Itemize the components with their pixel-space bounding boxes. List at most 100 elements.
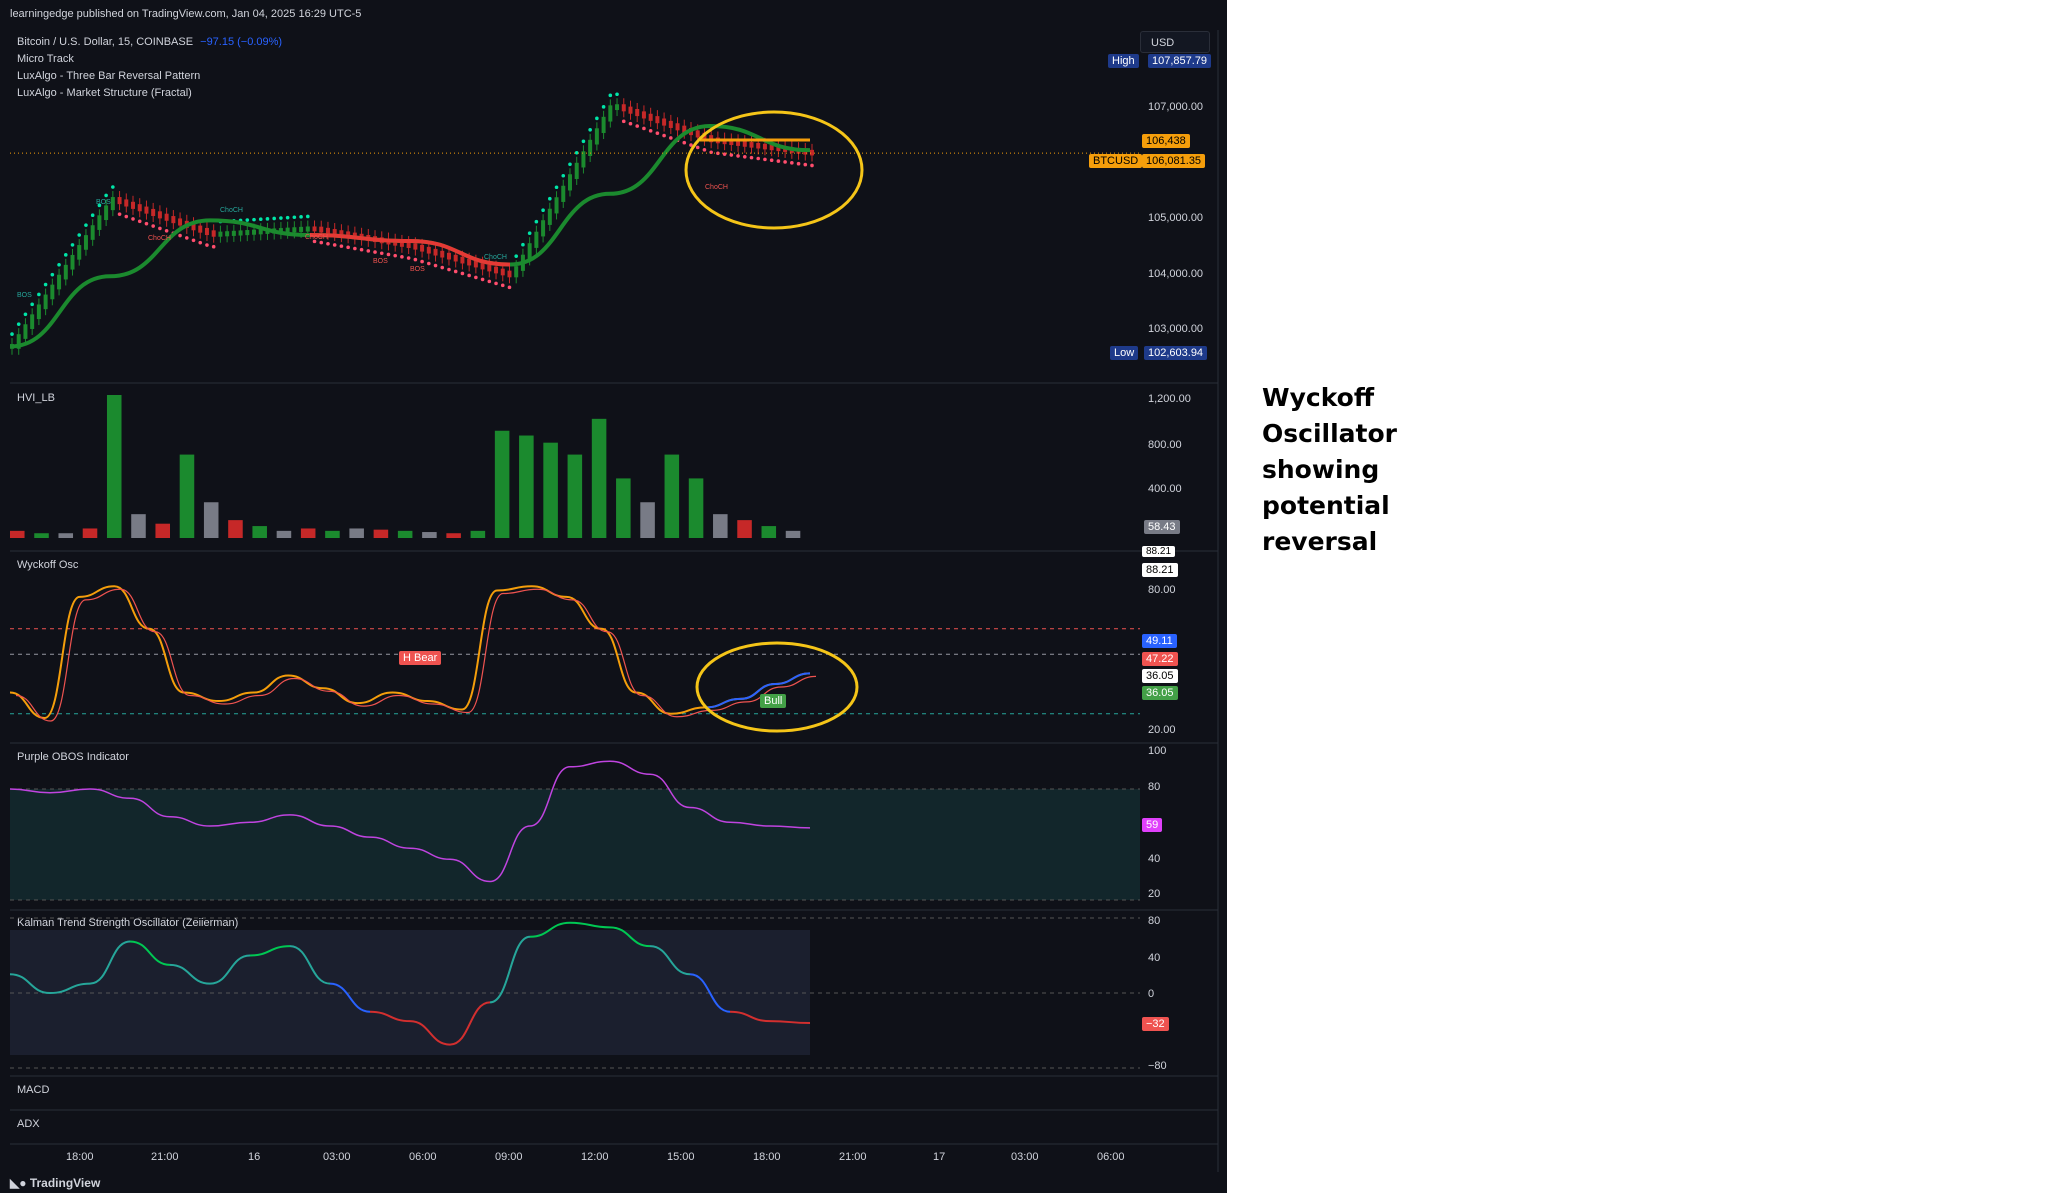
three-bar-dot: [742, 154, 747, 159]
three-bar-dot: [144, 221, 149, 226]
three-bar-dot: [588, 128, 592, 132]
kalman-line-segment: [289, 945, 331, 985]
candle: [641, 111, 646, 119]
hvi-title[interactable]: HVI_LB: [17, 392, 55, 404]
three-bar-dot: [131, 217, 135, 221]
micro-track-line: [9, 124, 811, 349]
candle: [561, 185, 566, 202]
three-bar-dot: [682, 140, 687, 145]
obos-line: [9, 760, 811, 883]
kalman-line-segment: [49, 982, 91, 994]
indicator-market-structure[interactable]: LuxAlgo - Market Structure (Fractal): [17, 87, 192, 99]
three-bar-dot: [111, 185, 115, 189]
three-bar-dot: [790, 161, 794, 165]
candle: [769, 144, 774, 151]
wyckoff-signal-line: [15, 588, 817, 722]
symbol-badge: BTCUSD: [1089, 154, 1143, 168]
time-tick: 16: [248, 1151, 261, 1163]
hvi-tick: 800.00: [1148, 439, 1182, 451]
symbol-name: Bitcoin / U.S. Dollar, 15, COINBASE: [17, 36, 194, 48]
kalman-tick: 80: [1148, 915, 1161, 927]
candle: [615, 104, 620, 111]
three-bar-dot: [548, 196, 552, 201]
three-bar-dot: [252, 217, 256, 222]
obos-tick: 20: [1148, 888, 1161, 900]
highlight-ellipse: [684, 110, 864, 230]
three-bar-dot: [581, 139, 586, 144]
hvi-tick: 400.00: [1148, 483, 1182, 495]
candle: [245, 230, 250, 236]
volume-bar: [422, 532, 437, 538]
three-bar-dot: [420, 259, 424, 264]
candle: [662, 118, 667, 126]
candle: [762, 143, 767, 150]
kalman-line-segment: [249, 945, 291, 957]
three-bar-dot: [716, 151, 720, 156]
candle: [104, 205, 109, 221]
three-bar-dot: [272, 216, 276, 221]
high-value: 107,857.79: [1148, 54, 1212, 68]
price-tick: 103,000.00: [1148, 323, 1204, 335]
volume-bar: [179, 454, 195, 538]
three-bar-dot: [527, 231, 532, 235]
time-tick: 03:00: [323, 1151, 351, 1163]
three-bar-dot: [245, 218, 250, 222]
volume-bar: [761, 526, 777, 538]
candle: [83, 235, 88, 250]
volume-bar: [591, 418, 607, 538]
annotation-text: Wyckoff Oscillator showing potential rev…: [1262, 383, 1397, 556]
kalman-title[interactable]: Kalman Trend Strength Oscillator (Zeiier…: [17, 917, 239, 929]
candle: [467, 258, 472, 266]
three-bar-dot: [158, 226, 162, 231]
currency-button[interactable]: USD: [1140, 31, 1210, 53]
candle: [682, 125, 687, 133]
three-bar-dot: [151, 224, 155, 228]
structure-label: BOS: [96, 199, 111, 206]
candle: [90, 225, 95, 240]
tradingview-logo[interactable]: ◣● TradingView: [10, 1176, 100, 1190]
candle: [178, 218, 183, 226]
candle: [23, 324, 28, 339]
candle: [164, 213, 169, 221]
candle: [648, 113, 653, 121]
wyckoff-tick: 20.00: [1148, 724, 1176, 736]
low-value: 102,603.94: [1144, 346, 1208, 360]
adx-title[interactable]: ADX: [17, 1118, 40, 1130]
volume-bar: [616, 478, 631, 538]
structure-label: ChoCH: [148, 235, 171, 242]
three-bar-dot: [137, 219, 142, 224]
structure-label: BOS: [373, 258, 388, 265]
volume-bar: [82, 528, 98, 538]
three-bar-dot: [669, 136, 673, 140]
macd-title[interactable]: MACD: [17, 1084, 50, 1096]
three-bar-dot: [803, 162, 808, 167]
time-tick: 12:00: [581, 1151, 609, 1163]
three-bar-dot: [90, 213, 95, 218]
three-bar-dot: [63, 253, 68, 257]
kalman-line-segment: [769, 1020, 811, 1024]
wyckoff-value-badge: 88.21: [1142, 546, 1176, 557]
candle: [319, 226, 324, 233]
obos-tick: 80: [1148, 781, 1161, 793]
three-bar-dot: [164, 228, 169, 233]
volume-bar: [567, 454, 583, 538]
volume-bar: [349, 528, 364, 538]
candle: [541, 220, 546, 237]
three-bar-dot: [474, 275, 478, 280]
three-bar-dot: [561, 173, 566, 178]
indicator-three-bar-reversal[interactable]: LuxAlgo - Three Bar Reversal Pattern: [17, 70, 201, 82]
indicator-micro-track[interactable]: Micro Track: [17, 53, 74, 65]
three-bar-dot: [635, 124, 640, 128]
obos-title[interactable]: Purple OBOS Indicator: [17, 751, 129, 763]
time-tick: 17: [933, 1151, 946, 1163]
chart-canvas[interactable]: [0, 0, 1227, 1193]
obos-tick: 40: [1148, 853, 1161, 865]
three-bar-dot: [23, 312, 28, 317]
volume-bar: [688, 478, 704, 538]
three-bar-dot: [608, 93, 613, 98]
kalman-line-segment: [329, 982, 371, 1013]
wyckoff-title[interactable]: Wyckoff Osc: [17, 559, 79, 571]
symbol-title: Bitcoin / U.S. Dollar, 15, COINBASE −97.…: [17, 36, 282, 48]
candle: [346, 231, 351, 238]
three-bar-dot: [796, 161, 801, 166]
